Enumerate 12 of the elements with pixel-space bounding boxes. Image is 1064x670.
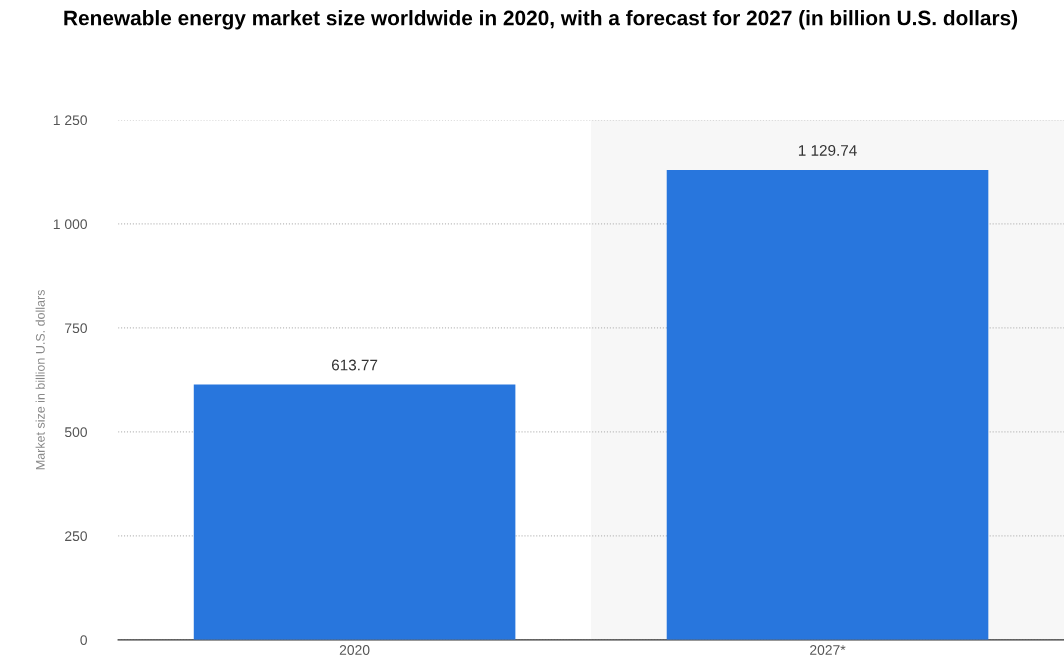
y-tick-label: 250	[65, 531, 88, 542]
x-tick-label: 2027*	[810, 645, 846, 655]
y-tick-label: 1 250	[53, 115, 88, 126]
y-tick-label: 0	[80, 635, 88, 646]
data-label: 1 129.74	[798, 145, 857, 156]
data-label: 613.77	[331, 359, 378, 371]
y-axis-title: Market size in billion U.S. dollars	[35, 290, 45, 470]
x-tick-label: 2020	[339, 645, 370, 655]
y-tick-label: 500	[64, 427, 88, 438]
y-tick-label: 1 000	[53, 219, 88, 230]
y-tick-label: 750	[65, 323, 88, 334]
chart-title: Renewable energy market size worldwide in 2020, with a forecast for 2027 (in billion U.S. dollars)	[64, 10, 1018, 30]
